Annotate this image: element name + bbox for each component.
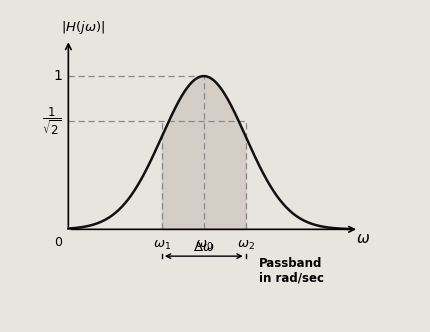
Text: $\omega_1$: $\omega_1$ <box>153 239 171 252</box>
Text: $\omega_0$: $\omega_0$ <box>194 239 212 252</box>
Text: $0$: $0$ <box>54 236 63 249</box>
Text: $|H(j\omega)|$: $|H(j\omega)|$ <box>61 19 105 36</box>
Text: $\Delta\omega$: $\Delta\omega$ <box>193 241 214 254</box>
Text: $\dfrac{1}{\sqrt{2}}$: $\dfrac{1}{\sqrt{2}}$ <box>42 105 61 137</box>
Text: $\omega_2$: $\omega_2$ <box>236 239 254 252</box>
Text: Passband
in rad/sec: Passband in rad/sec <box>258 257 323 285</box>
Text: $1$: $1$ <box>52 69 62 83</box>
Text: $\omega$: $\omega$ <box>355 231 369 246</box>
